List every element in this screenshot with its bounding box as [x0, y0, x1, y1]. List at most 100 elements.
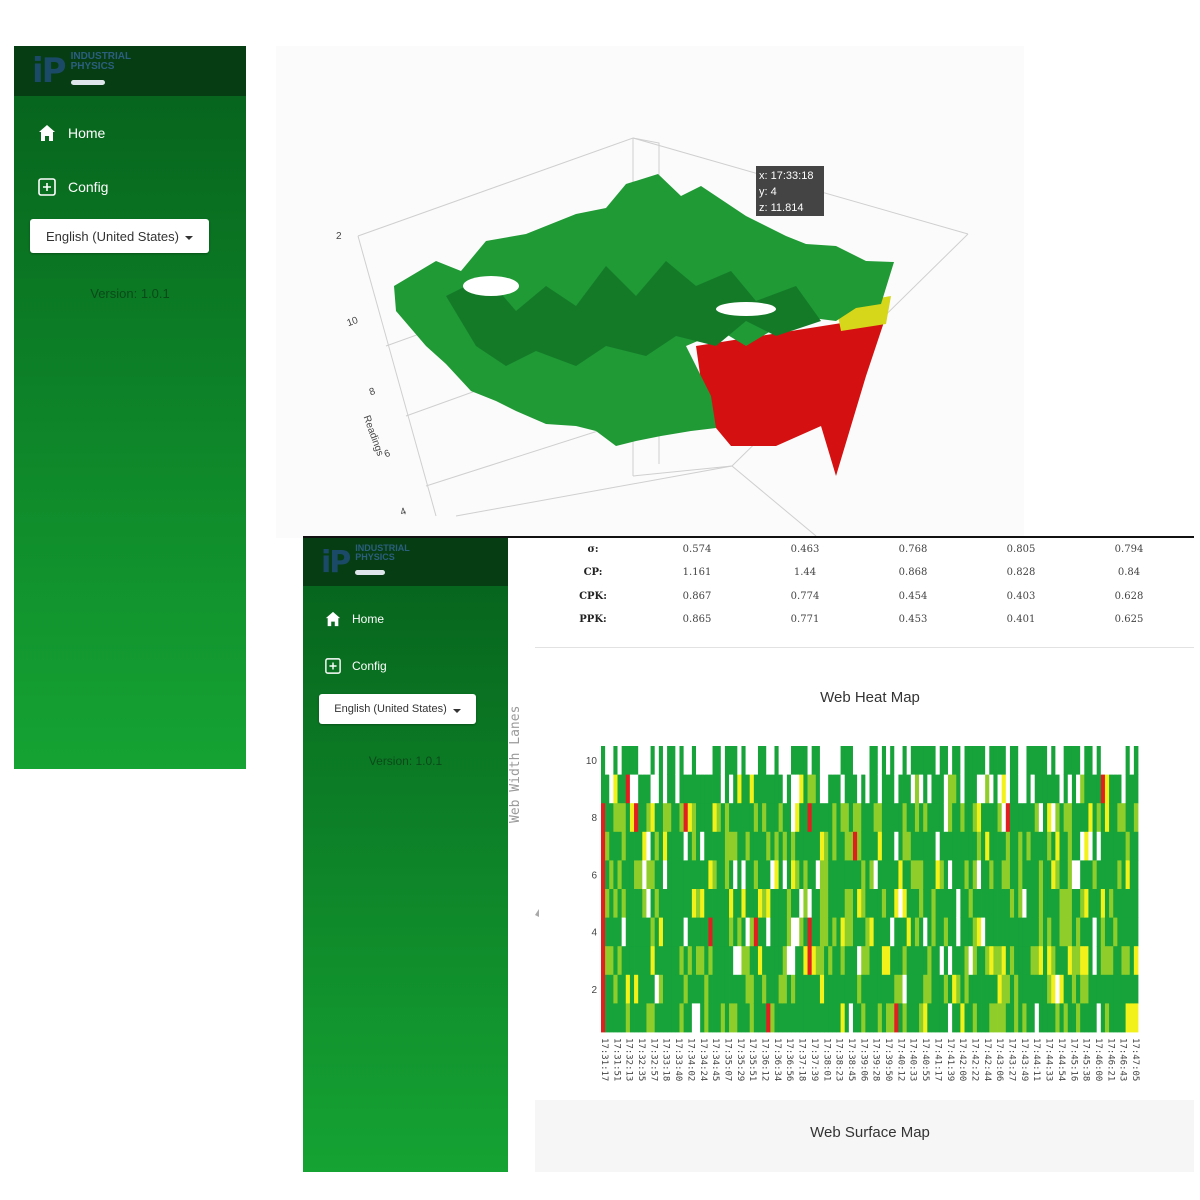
heatmap-cell: [1080, 889, 1085, 918]
heatmap-cell: [650, 889, 656, 918]
heatmap-cell: [753, 917, 759, 947]
heatmap-cell: [824, 917, 829, 947]
cursor-icon: [535, 909, 539, 917]
front-home-icon: [325, 611, 341, 627]
heatmap-cell: [1030, 803, 1036, 833]
heatmap-cell: [1051, 889, 1056, 918]
heatmap-cell: [993, 946, 998, 976]
heatmap-cell: [902, 917, 908, 947]
heatmap-cell: [1026, 746, 1031, 775]
heatmap-cell: [667, 860, 672, 890]
heatmap-cell: [634, 831, 639, 861]
heatmap-cell: [704, 946, 709, 976]
stats-value: 0.794: [1114, 544, 1144, 556]
heatmap-cell: [687, 831, 693, 861]
heatmap-cell: [667, 917, 672, 947]
heatmap-cell: [629, 946, 635, 976]
heatmap-cell: [1038, 746, 1044, 775]
heatmap-cell: [861, 917, 866, 947]
heatmap-x-tick: 17:38:45: [846, 1038, 856, 1081]
heatmap-cell: [729, 917, 734, 947]
language-select[interactable]: English (United States): [30, 219, 209, 253]
heatmap-cell: [1063, 946, 1069, 976]
heatmap-cell: [650, 1003, 656, 1033]
front-language-select[interactable]: English (United States): [319, 694, 476, 724]
heatmap-cell: [691, 803, 697, 833]
heatmap-cell: [898, 1003, 903, 1033]
logo-mark: iP: [32, 51, 67, 91]
heatmap-cell: [605, 746, 610, 775]
heatmap-cell: [716, 831, 722, 861]
front-nav-home[interactable]: Home: [325, 611, 384, 627]
stats-row: PPK: 0.865 0.771 0.453 0.401 0.625: [543, 608, 1183, 631]
heatmap-cell: [795, 746, 800, 775]
heatmap-cell: [646, 774, 651, 804]
heatmap-cell: [621, 831, 627, 861]
heatmap-cell: [749, 831, 755, 861]
heatmap-cell: [815, 1003, 821, 1033]
heatmap-cell: [1034, 917, 1040, 947]
heatmap-cell: [848, 860, 854, 890]
heatmap-cell: [832, 1003, 837, 1033]
heatmap-cell: [1071, 917, 1077, 947]
heatmap-cell: [919, 746, 924, 775]
heatmap-cell: [712, 746, 718, 775]
heatmap-cell: [824, 1003, 829, 1033]
heatmap-cell: [877, 917, 883, 947]
heatmap-cell: [807, 946, 813, 976]
heatmap-cell: [972, 889, 978, 918]
heatmap-cell: [778, 946, 784, 976]
heatmap-cell: [873, 1003, 879, 1033]
heatmap-cell: [716, 1003, 722, 1033]
heatmap-cell: [844, 803, 850, 833]
heatmap-cell: [745, 803, 751, 833]
heatmap-cell: [1034, 831, 1040, 861]
heatmap-cell: [1080, 831, 1085, 861]
heatmap-cell: [1022, 917, 1027, 947]
heatmap-cell: [625, 803, 631, 833]
nav-home[interactable]: Home: [38, 124, 105, 142]
heatmap-cell: [601, 803, 606, 833]
heatmap-cell: [749, 974, 755, 1004]
heatmap-cell: [968, 831, 974, 861]
heatmap-cell: [741, 803, 746, 833]
heatmap-cell: [1005, 917, 1011, 947]
heatmap-cell: [745, 889, 751, 918]
heatmap-cell: [753, 803, 759, 833]
nav-config[interactable]: Config: [38, 178, 108, 196]
heatmap-cell: [1100, 917, 1106, 947]
heatmap-cell: [972, 860, 978, 890]
heatmap-cell: [638, 831, 643, 861]
heatmap-cell: [968, 803, 974, 833]
heatmap-cell: [828, 917, 833, 947]
heatmap-x-tick: 17:40:33: [908, 1038, 918, 1081]
heatmap-cell: [1034, 889, 1040, 918]
heatmap-cell: [658, 803, 664, 833]
heatmap-cell: [696, 1003, 701, 1033]
heatmap-cell: [609, 917, 614, 947]
heatmap-cell: [1080, 803, 1085, 833]
heatmap-cell: [1071, 974, 1077, 1004]
front-nav-config[interactable]: Config: [325, 658, 387, 674]
heatmap-cell: [952, 1003, 957, 1033]
heatmap-cell: [985, 860, 990, 890]
heatmap-cell: [654, 946, 660, 976]
heatmap-cell: [989, 889, 994, 918]
heatmap-cell: [1076, 860, 1081, 890]
heatmap-cell: [952, 946, 957, 976]
heatmap-cell: [770, 803, 775, 833]
heatmap-cell: [877, 746, 883, 775]
stats-value: 0.768: [898, 544, 928, 556]
heatmap-cell: [1001, 774, 1007, 804]
heatmap-cell: [811, 774, 817, 804]
heatmap-cell: [898, 946, 903, 976]
surface-plot[interactable]: x: 17:33:18 y: 4 z: 11.814 2 10 8 6 4 Re…: [276, 46, 1024, 538]
heatmap-cell: [625, 1003, 631, 1033]
heatmap-cell: [914, 774, 920, 804]
heatmap-cell: [729, 946, 734, 976]
heatmap-cell: [852, 974, 858, 1004]
heatmap-cell: [869, 1003, 875, 1033]
heatmap-cell: [1071, 1003, 1077, 1033]
heatmap-cell: [1092, 831, 1098, 861]
